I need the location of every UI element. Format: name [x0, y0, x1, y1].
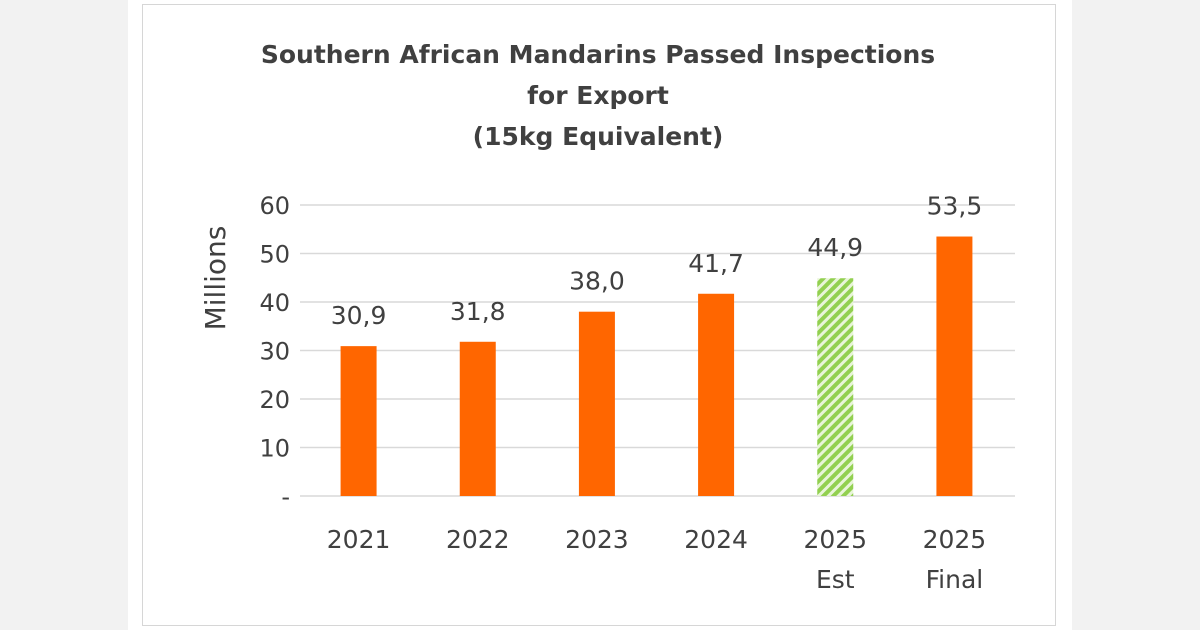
- y-tick-label: 30: [259, 338, 290, 366]
- data-label: 41,7: [688, 249, 744, 278]
- x-tick-label: 2022: [446, 525, 510, 554]
- y-axis-label: Millions: [199, 226, 232, 331]
- data-label: 31,8: [450, 297, 506, 326]
- bar: [578, 311, 615, 496]
- data-label: 30,9: [331, 301, 387, 330]
- x-tick-label: 2021: [327, 525, 391, 554]
- chart-title-line-1: Southern African Mandarins Passed Inspec…: [261, 40, 935, 69]
- x-tick-label: 2025: [923, 525, 987, 554]
- y-tick-label: 10: [259, 435, 290, 463]
- y-tick-label: 60: [259, 192, 290, 220]
- chart-title-line-3: (15kg Equivalent): [473, 122, 724, 151]
- x-tick-label: Est: [816, 565, 855, 594]
- bar: [698, 293, 735, 496]
- data-label: 44,9: [807, 233, 863, 262]
- bar: [459, 341, 496, 496]
- bar: [817, 278, 854, 496]
- bar: [340, 346, 377, 496]
- bar: [936, 236, 973, 496]
- data-label: 53,5: [927, 192, 983, 221]
- chart-title-line-2: for Export: [527, 81, 669, 110]
- y-tick-label: -: [281, 483, 290, 511]
- x-tick-label: 2025: [803, 525, 867, 554]
- y-tick-label: 50: [259, 241, 290, 269]
- y-tick-label: 20: [259, 386, 290, 414]
- y-tick-label: 40: [259, 289, 290, 317]
- x-tick-label: 2023: [565, 525, 629, 554]
- x-tick-label: 2024: [684, 525, 748, 554]
- x-tick-label: Final: [926, 565, 984, 594]
- data-label: 38,0: [569, 267, 625, 296]
